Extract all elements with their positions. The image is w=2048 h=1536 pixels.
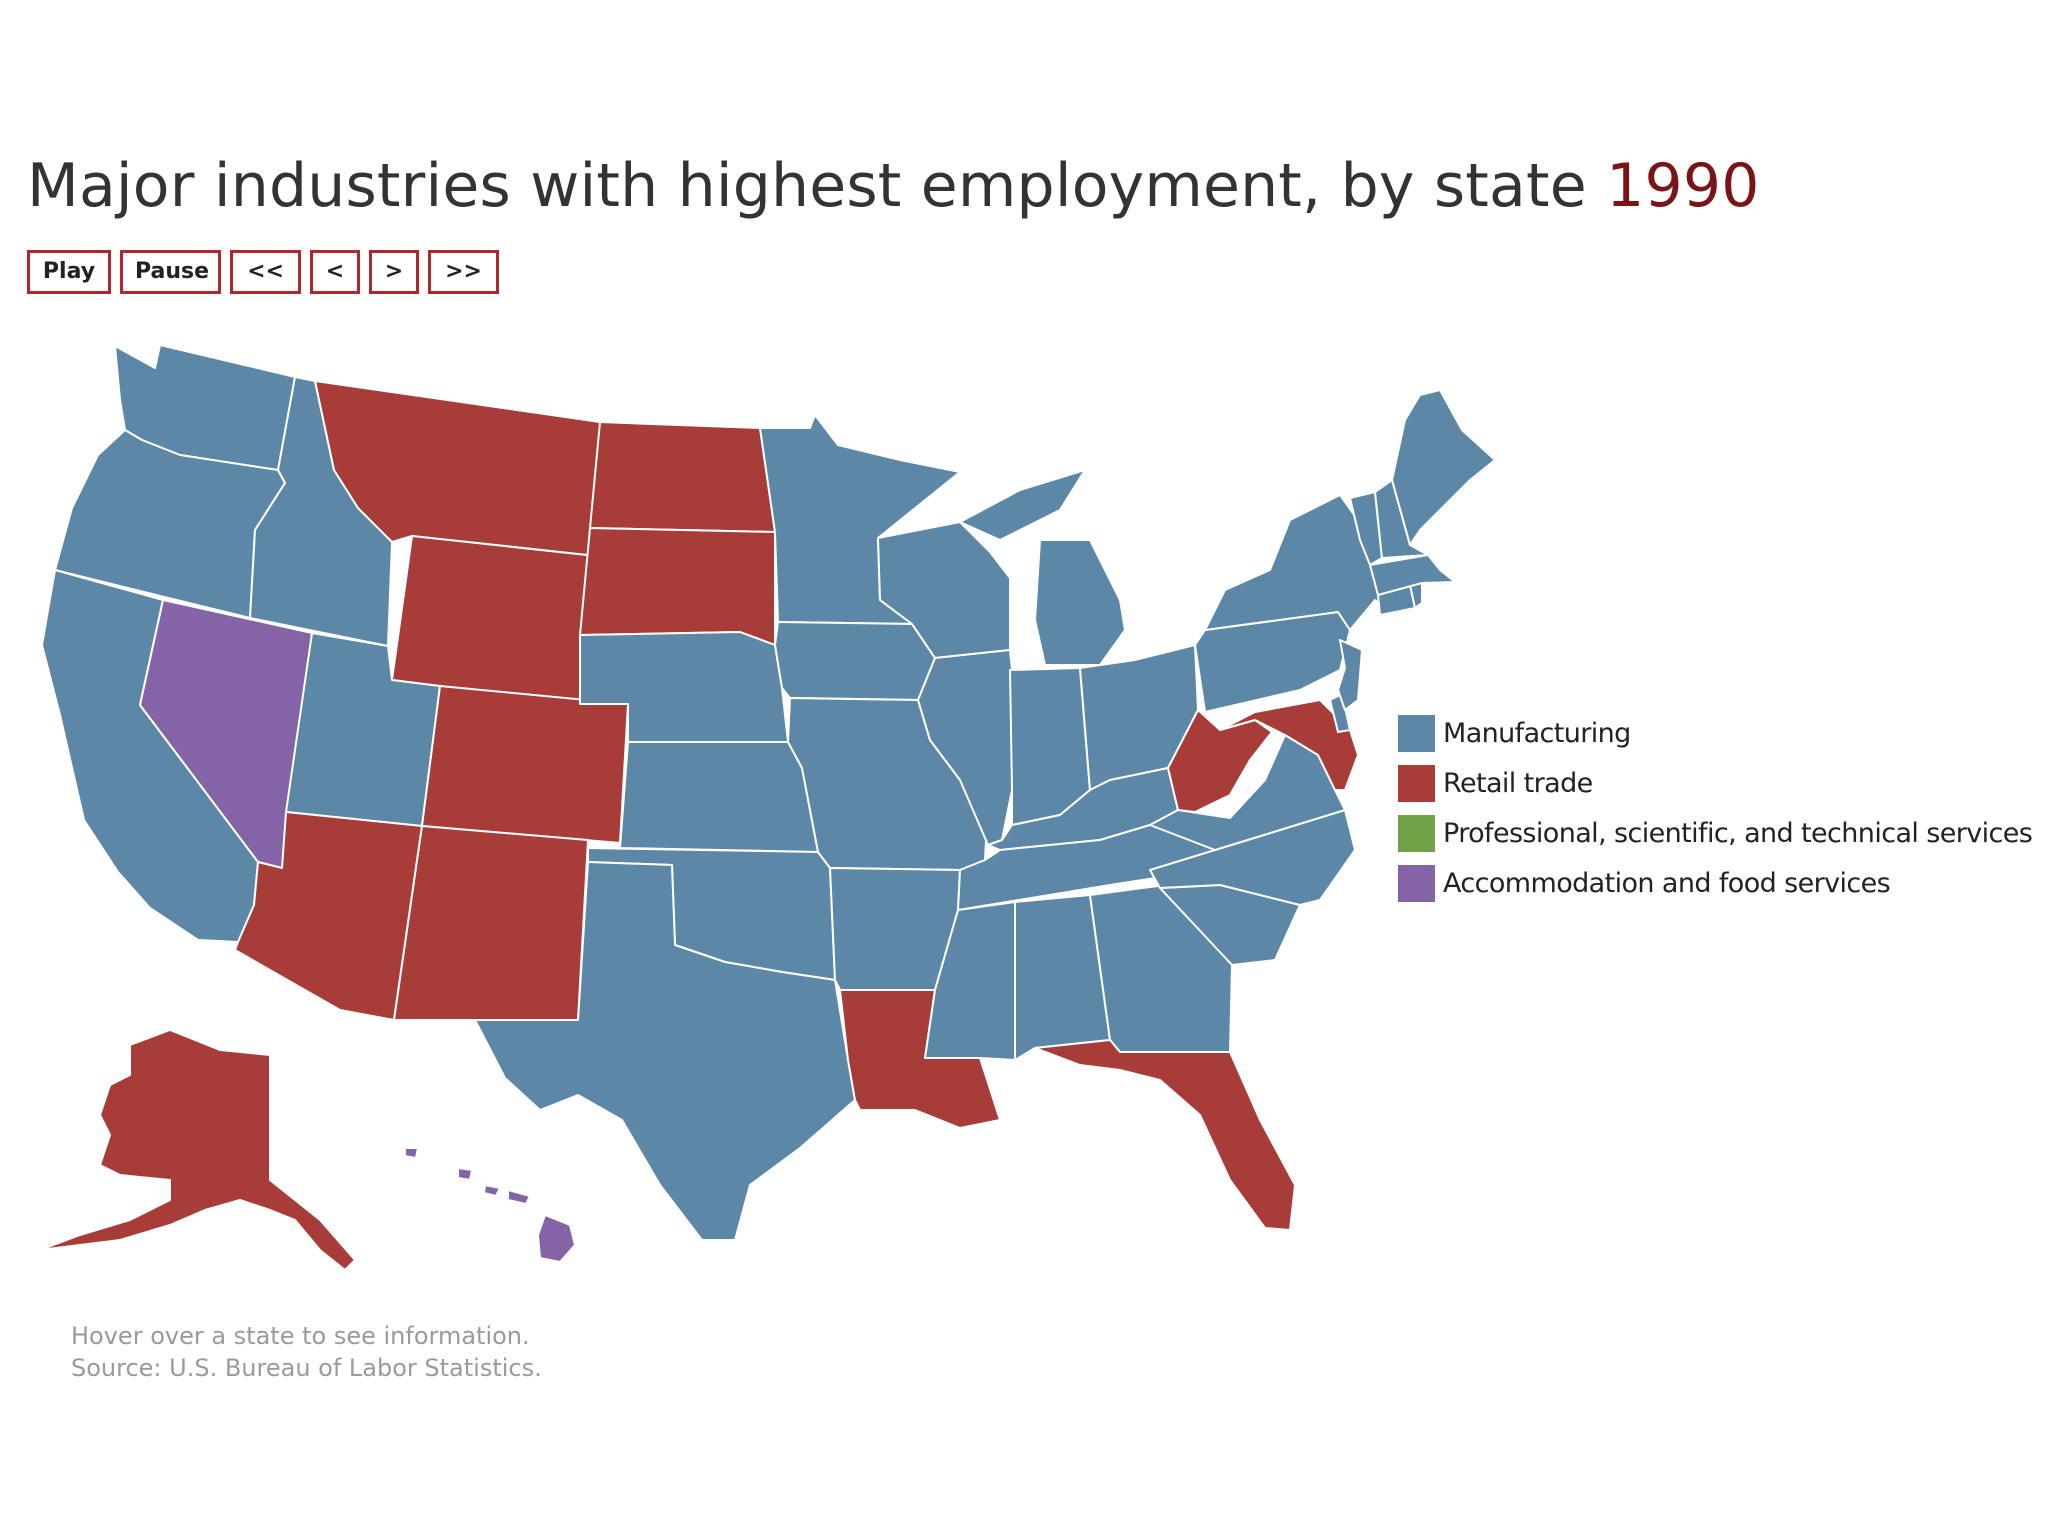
state-KS[interactable] bbox=[619, 741, 819, 853]
page-title: Major industries with highest employment… bbox=[27, 146, 1760, 226]
state-TX[interactable] bbox=[474, 861, 856, 1241]
state-MI[interactable] bbox=[959, 469, 1126, 666]
state-WY[interactable] bbox=[391, 535, 597, 705]
legend-label: Retail trade bbox=[1443, 767, 1593, 799]
legend: Manufacturing Retail trade Professional,… bbox=[1398, 714, 2033, 916]
legend-item[interactable]: Professional, scientific, and technical … bbox=[1398, 814, 2033, 852]
state-MD[interactable] bbox=[1219, 699, 1359, 791]
legend-label: Professional, scientific, and technical … bbox=[1443, 817, 2033, 849]
next-year-button[interactable]: > bbox=[369, 250, 419, 294]
state-DE[interactable] bbox=[1329, 693, 1351, 733]
state-HI[interactable] bbox=[404, 1147, 576, 1263]
legend-swatch-retail-trade bbox=[1398, 764, 1435, 802]
state-AK[interactable] bbox=[39, 1029, 356, 1271]
state-ME[interactable] bbox=[1391, 389, 1496, 546]
legend-item[interactable]: Accommodation and food services bbox=[1398, 864, 2032, 902]
legend-swatch-manufacturing bbox=[1398, 714, 1435, 752]
title-text: Major industries with highest employment… bbox=[27, 151, 1587, 221]
state-SD[interactable] bbox=[579, 527, 776, 646]
legend-label: Manufacturing bbox=[1443, 717, 1631, 749]
state-VT[interactable] bbox=[1349, 491, 1383, 566]
state-FL[interactable] bbox=[1034, 1039, 1296, 1231]
state-CO[interactable] bbox=[421, 685, 629, 844]
state-NH[interactable] bbox=[1374, 479, 1429, 559]
legend-item[interactable]: Manufacturing bbox=[1398, 714, 2032, 752]
legend-swatch-professional-services bbox=[1398, 814, 1435, 852]
footer-notes: Hover over a state to see information. S… bbox=[71, 1320, 542, 1384]
state-NM[interactable] bbox=[393, 825, 589, 1021]
state-WV[interactable] bbox=[1167, 709, 1273, 813]
first-year-button[interactable]: << bbox=[230, 250, 301, 294]
state-ND[interactable] bbox=[589, 421, 776, 533]
previous-year-button[interactable]: < bbox=[310, 250, 360, 294]
state-NJ[interactable] bbox=[1337, 639, 1363, 711]
legend-item[interactable]: Retail trade bbox=[1398, 764, 2032, 802]
legend-label: Accommodation and food services bbox=[1443, 867, 1891, 899]
hover-hint: Hover over a state to see information. bbox=[71, 1322, 530, 1350]
playback-controls: Play Pause << < > >> bbox=[27, 250, 499, 294]
legend-swatch-accommodation-food bbox=[1398, 864, 1435, 902]
state-MN[interactable] bbox=[759, 414, 961, 625]
source-note: Source: U.S. Bureau of Labor Statistics. bbox=[71, 1354, 542, 1382]
state-IA[interactable] bbox=[774, 621, 936, 701]
pause-button[interactable]: Pause bbox=[120, 250, 221, 294]
last-year-button[interactable]: >> bbox=[428, 250, 499, 294]
play-button[interactable]: Play bbox=[27, 250, 111, 294]
title-year: 1990 bbox=[1606, 151, 1760, 221]
